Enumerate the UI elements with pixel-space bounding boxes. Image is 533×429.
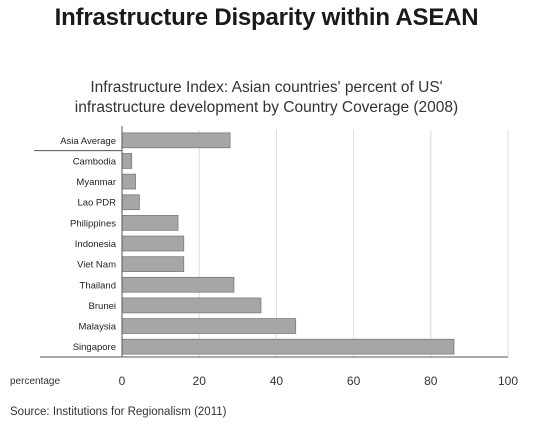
x-tick-label: 80 — [424, 374, 438, 388]
bar-indonesia — [121, 235, 185, 252]
chart-title: Infrastructure Disparity within ASEAN — [54, 4, 479, 31]
x-tick-label: 60 — [347, 374, 361, 388]
category-label: Cambodia — [73, 156, 117, 167]
bar-lao-pdr — [121, 194, 140, 211]
x-tick-label: 100 — [498, 374, 518, 388]
category-label: Lao PDR — [77, 198, 116, 209]
bar-viet-nam — [121, 256, 185, 272]
category-label: Indonesia — [75, 239, 117, 250]
category-label: Malaysia — [79, 322, 117, 333]
labels: Asia Average Cambodia Myanmar Lao PDR Philip… — [10, 136, 518, 388]
bars — [121, 132, 455, 355]
bar-asia-average — [121, 132, 231, 149]
category-label: Viet Nam — [77, 260, 116, 271]
bar-thailand — [121, 276, 235, 293]
bar-singapore — [121, 338, 455, 355]
subtitle-line-2: infrastructure development by Country Co… — [74, 99, 459, 116]
bar-cambodia — [121, 153, 133, 169]
source-note: Source: Institutions for Regionalism (20… — [10, 406, 227, 418]
axes — [34, 126, 508, 358]
subtitle-line-1: Infrastructure Index: Asian countries' p… — [90, 79, 443, 96]
bar-brunei — [121, 297, 262, 314]
category-label: Myanmar — [76, 177, 116, 188]
x-tick-label: 0 — [119, 374, 126, 388]
chart-subtitle: Infrastructure Index: Asian countries' p… — [0, 78, 533, 118]
category-label: Asia Average — [60, 136, 116, 147]
x-tick-label: 20 — [193, 374, 207, 388]
category-label: Thailand — [80, 280, 116, 291]
grid-lines — [198, 130, 509, 357]
x-tick-label: 40 — [270, 374, 284, 388]
category-label: Brunei — [89, 301, 116, 312]
x-axis-label: percentage — [10, 376, 60, 387]
bar-malaysia — [121, 318, 297, 334]
bar-philippines — [121, 215, 179, 231]
category-label: Philippines — [70, 218, 116, 229]
bar-myanmar — [121, 173, 136, 190]
category-label: Singapore — [73, 342, 116, 353]
